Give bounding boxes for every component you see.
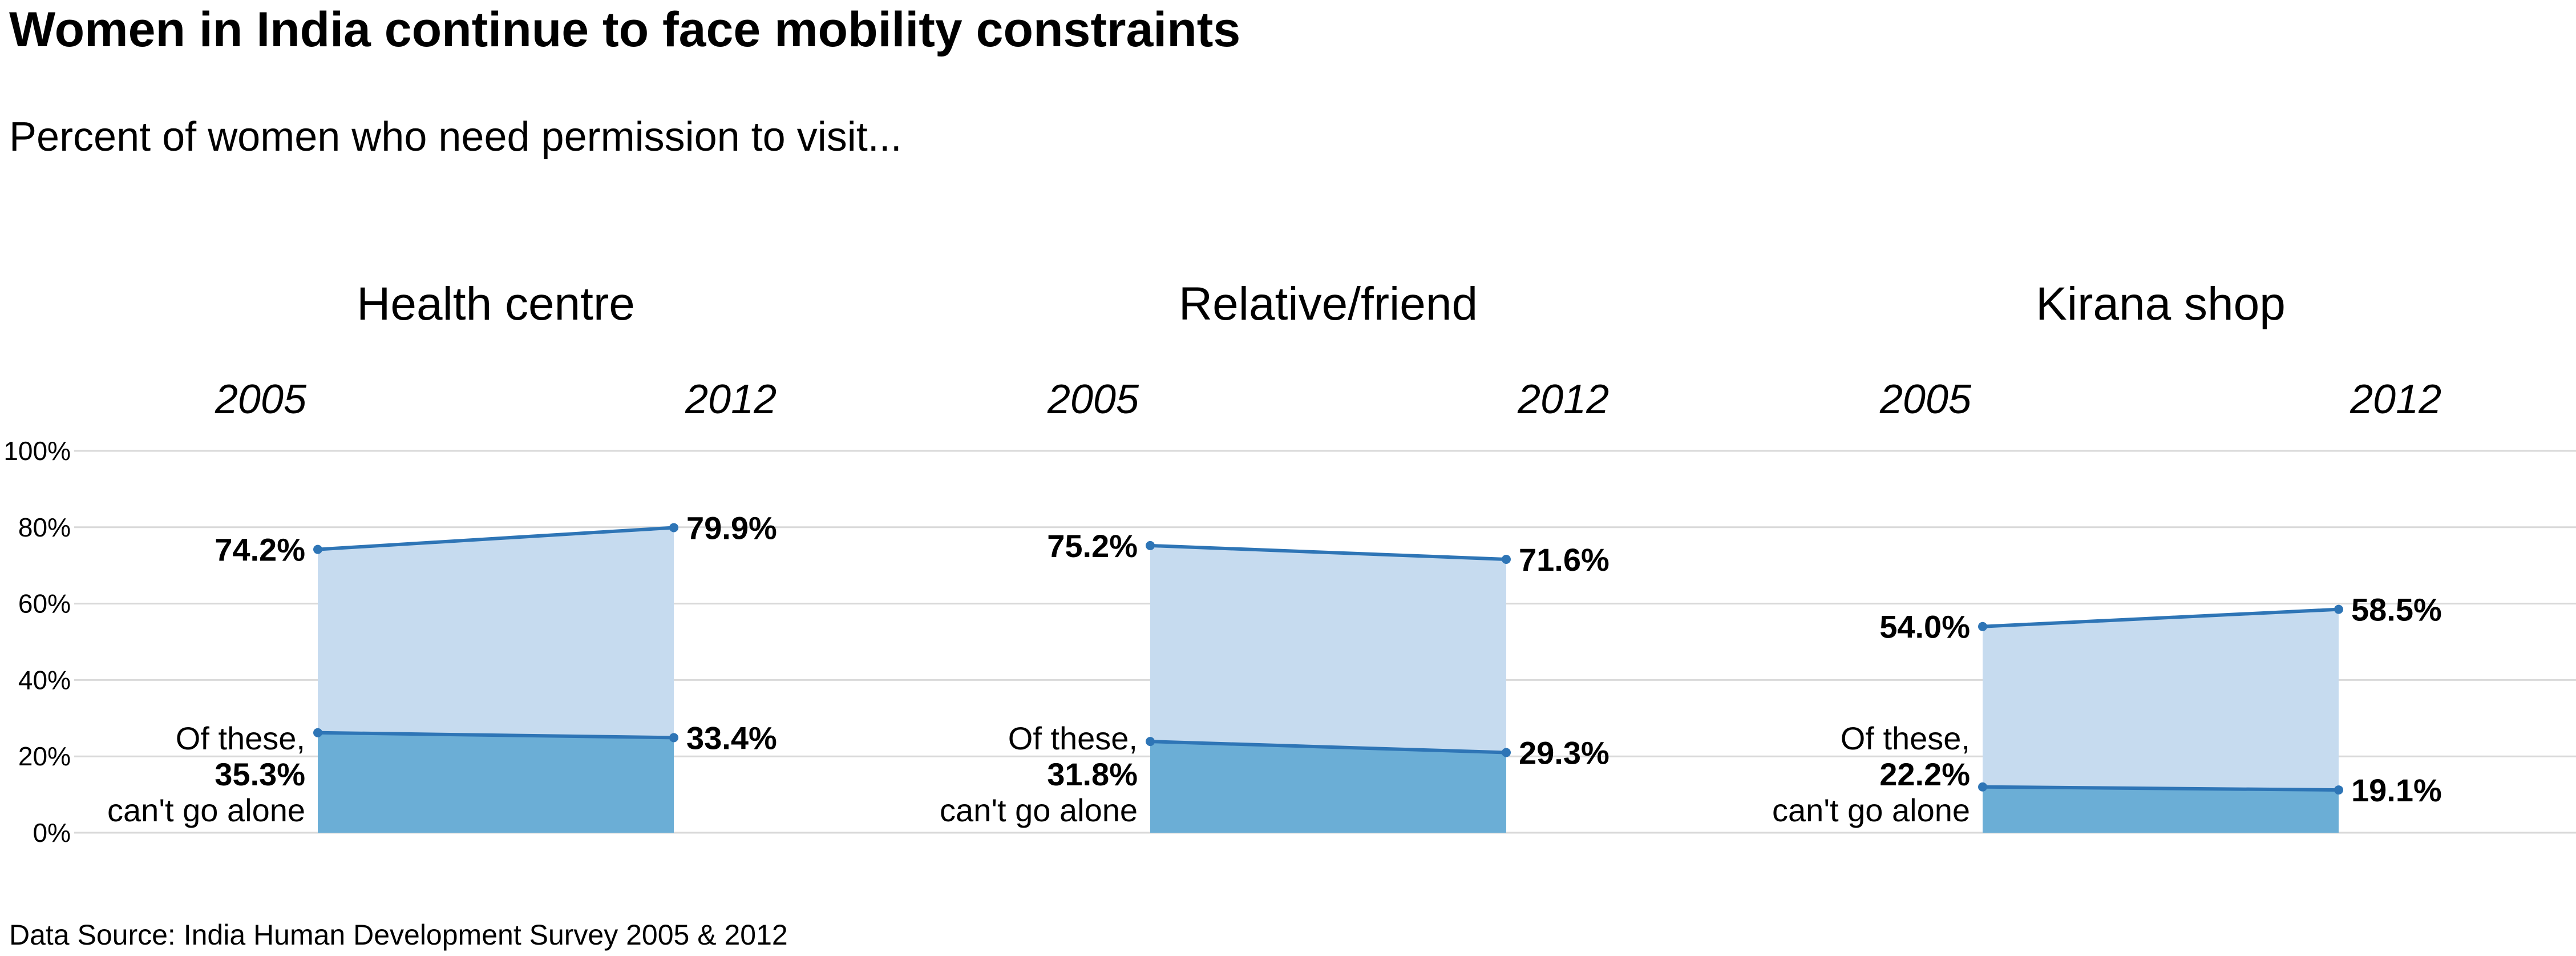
need-permission-line [1150,543,1507,561]
need-permission-area [1983,609,2339,833]
panel-title: Kirana shop [2036,278,2286,330]
cant-go-alone-point [1978,782,1987,792]
y-tick-label: 80% [18,513,71,542]
cant-go-alone-area [1983,786,2339,833]
data-source-note: Data Source: India Human Development Sur… [9,919,788,951]
chart-subtitle: Percent of women who need permission to … [9,114,902,160]
cant-go-alone-area [1150,741,1506,833]
y-tick-label: 40% [18,665,71,695]
data-label: 54.0% [1879,609,1970,645]
data-label: 33.4% [686,720,777,756]
year-label: 2005 [1879,377,1972,422]
cant-go-alone-line [1150,740,1507,755]
data-label: 75.2% [1047,528,1138,564]
data-label: 19.1% [2351,772,2442,808]
data-label: 79.9% [686,510,777,546]
need-permission-point [313,544,322,554]
cant-go-alone-note: can't go alone [107,792,305,828]
cant-go-alone-line [317,731,674,740]
cant-go-alone-share: 31.8% [1047,756,1138,792]
y-tick-label: 100% [3,436,71,466]
cant-go-alone-area [318,732,674,833]
y-tick-label: 0% [33,818,71,848]
cant-go-alone-point [1502,748,1511,757]
cant-go-alone-share: 22.2% [1879,756,1970,792]
year-label: 2012 [685,377,777,422]
data-label: 58.5% [2351,592,2442,628]
year-label: 2005 [215,377,307,422]
data-label: 74.2% [215,532,305,568]
need-permission-point [2334,604,2343,614]
panel-title: Relative/friend [1179,278,1478,330]
panel-title: Health centre [357,278,635,330]
chart-title: Women in India continue to face mobility… [9,2,1241,57]
cant-go-alone-point [313,728,322,737]
data-label: 71.6% [1519,542,1610,578]
need-permission-point [1502,554,1511,564]
need-permission-line [317,526,674,551]
need-permission-point [1978,622,1987,631]
year-label: 2012 [1517,377,1609,422]
cant-go-alone-note: Of these, [176,720,305,756]
cant-go-alone-point [1146,737,1155,747]
cant-go-alone-note: can't go alone [1772,792,1970,828]
need-permission-line [1982,607,2339,628]
year-label: 2005 [1047,377,1139,422]
data-label: 29.3% [1519,735,1610,771]
cant-go-alone-point [2334,785,2343,795]
cant-go-alone-point [669,733,678,743]
cant-go-alone-share: 35.3% [215,756,305,792]
need-permission-point [1146,540,1155,550]
year-label: 2012 [2349,377,2441,422]
cant-go-alone-note: Of these, [1008,720,1138,756]
need-permission-point [669,523,678,533]
cant-go-alone-line [1982,785,2339,792]
y-tick-label: 20% [18,741,71,771]
y-tick-label: 60% [18,589,71,619]
cant-go-alone-note: can't go alone [940,792,1138,828]
cant-go-alone-note: Of these, [1841,720,1970,756]
